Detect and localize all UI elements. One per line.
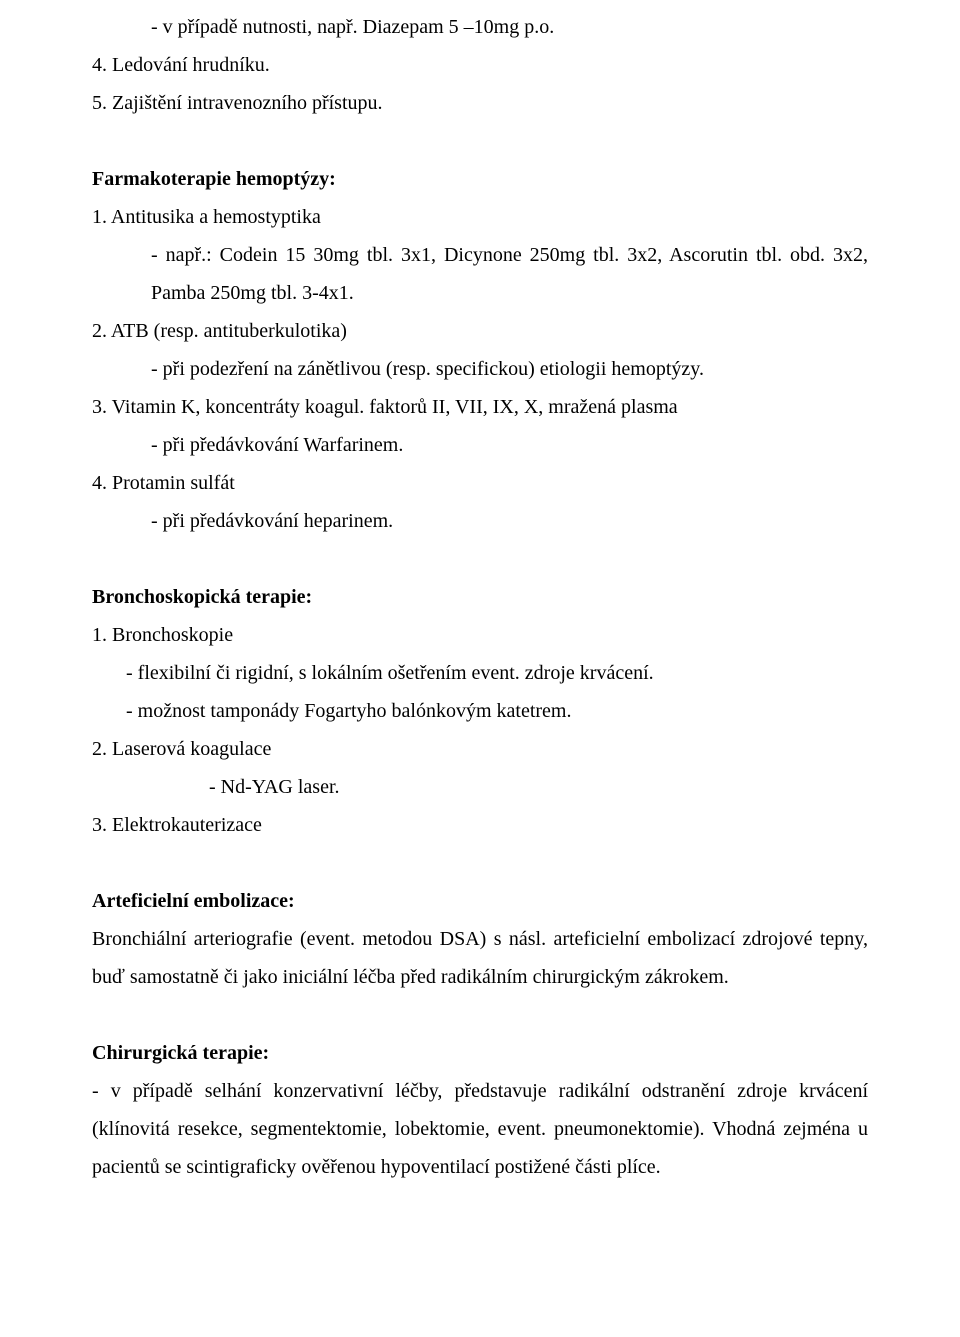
farmako-item3: 3. Vitamin K, koncentráty koagul. faktor… [92,388,868,426]
farmako-heading: Farmakoterapie hemoptýzy: [92,160,868,198]
farmako-item2: 2. ATB (resp. antituberkulotika) [92,312,868,350]
farmako-item4a: - při předávkování heparinem. [92,502,868,540]
broncho-item1a: - flexibilní či rigidní, s lokálním ošet… [92,654,868,692]
farmako-item2a: - při podezření na zánětlivou (resp. spe… [92,350,868,388]
farmako-item1: 1. Antitusika a hemostyptika [92,198,868,236]
chir-heading: Chirurgická terapie: [92,1034,868,1072]
intro-diazepam: - v případě nutnosti, např. Diazepam 5 –… [92,8,868,46]
broncho-item2a: - Nd-YAG laser. [92,768,868,806]
chir-text: - v případě selhání konzervativní léčby,… [92,1072,868,1186]
farmako-item3a: - při předávkování Warfarinem. [92,426,868,464]
intro-zajisteni: 5. Zajištění intravenozního přístupu. [92,84,868,122]
broncho-item2: 2. Laserová koagulace [92,730,868,768]
farmako-item1a: - např.: Codein 15 30mg tbl. 3x1, Dicyno… [92,236,868,312]
arte-text: Bronchiální arteriografie (event. metodo… [92,920,868,996]
intro-ledovani: 4. Ledování hrudníku. [92,46,868,84]
arte-heading: Arteficielní embolizace: [92,882,868,920]
broncho-item1: 1. Bronchoskopie [92,616,868,654]
broncho-item3: 3. Elektrokauterizace [92,806,868,844]
broncho-item1b: - možnost tamponády Fogartyho balónkovým… [92,692,868,730]
farmako-item4: 4. Protamin sulfát [92,464,868,502]
broncho-heading: Bronchoskopická terapie: [92,578,868,616]
